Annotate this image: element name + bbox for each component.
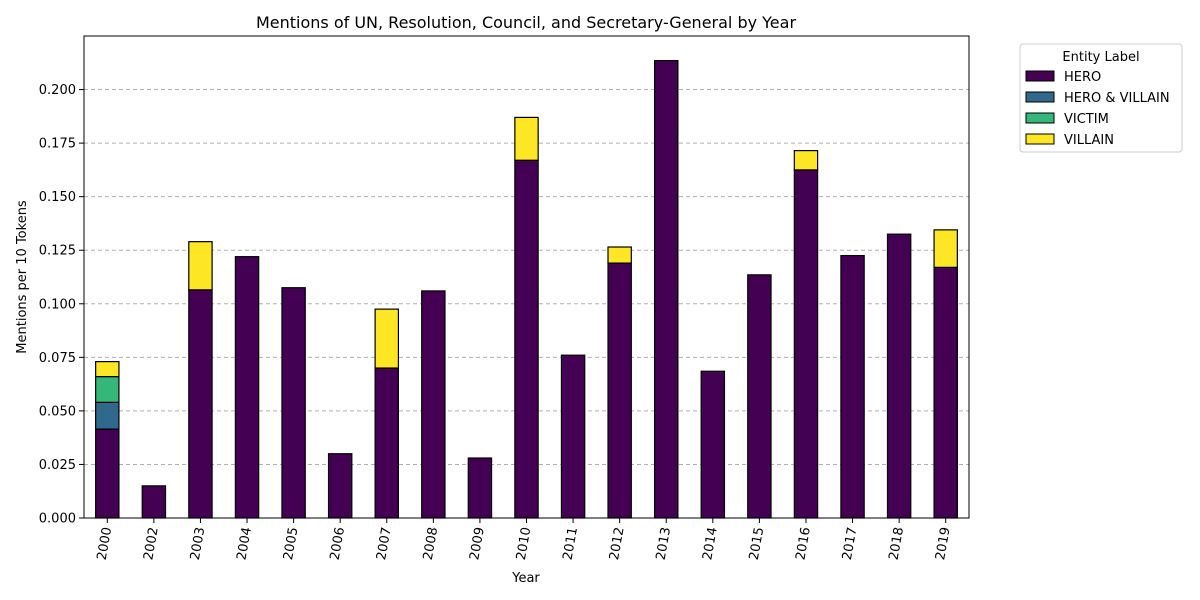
y-tick-label: 0.050 [39,404,76,419]
bar-segment-2012-villain [607,246,632,264]
y-tick-label: 0.025 [39,458,76,473]
bar-segment-2017-hero [840,254,865,519]
bar-segment-2016-villain [793,150,819,171]
y-tick-label: 0.200 [39,83,76,98]
legend-swatch [1025,70,1055,82]
x-tick-label: 2018 [887,526,908,561]
legend-entry: VICTIM [1064,112,1109,127]
x-axis-ticks: 2000 2002 2003 2004 2005 2006 2007 2008 2009 2010… [95,518,954,561]
chart-title: Mentions of UN, Resolution, Council, and… [256,13,797,32]
y-tick-label: 0.150 [39,190,76,205]
bar-segment-2003-villain [188,241,213,291]
bar-segment-2008-hero [421,290,446,519]
y-tick-label: 0.000 [39,512,76,527]
x-tick-label: 2007 [374,526,395,561]
x-tick-label: 2013 [654,526,675,561]
x-tick-label: 2012 [607,526,628,561]
x-tick-label: 2008 [421,526,442,561]
x-tick-label: 2010 [514,526,535,561]
x-tick-label: 2003 [188,526,209,561]
bar-segment-2015-hero [747,274,772,519]
x-tick-label: 2000 [95,526,116,561]
bar-segment-2003-hero [188,289,213,519]
y-axis-ticks: 0.000 0.025 0.050 0.075 0.100 0.125 0.150 0.175… [39,83,84,527]
bar-segment-2018-hero [886,233,912,519]
bar-segment-2019-hero [933,266,958,519]
x-tick-label: 2019 [933,526,954,561]
legend-entry: VILLAIN [1064,133,1114,148]
bar-segment-2009-hero [467,457,493,519]
x-tick-label: 2016 [793,526,814,561]
x-tick-label: 2017 [840,526,861,561]
bar-segment-2010-hero [514,159,539,519]
x-tick-label: 2006 [328,526,349,561]
y-tick-label: 0.175 [39,137,76,152]
legend-entry: HERO [1064,70,1101,85]
legend-swatch [1025,133,1055,145]
x-tick-label: 2005 [281,526,302,561]
y-tick-label: 0.075 [39,351,76,366]
legend-swatch [1025,91,1055,103]
bar-segment-2012-hero [607,262,632,519]
x-tick-label: 2014 [700,526,721,561]
legend: Entity Label HERO HERO & VILLAIN VICTIM VIL… [1019,43,1183,153]
legend-frame [1019,43,1183,153]
bar-segment-2016-hero [793,169,819,519]
bar-segment-2000-villain [95,361,120,378]
bars [95,60,958,519]
y-tick-label: 0.100 [39,297,76,312]
bar-segment-2014-hero [700,370,726,519]
legend-entry: HERO & VILLAIN [1064,91,1170,106]
bar-segment-2000-hero-villain [95,401,120,430]
legend-title: Entity Label [1062,50,1139,65]
legend-swatch [1025,112,1055,124]
x-tick-label: 2009 [467,526,488,561]
bar-segment-2002-hero [141,485,167,519]
x-tick-label: 2004 [234,526,255,561]
bar-segment-2007-villain [374,308,400,369]
bar-segment-2005-hero [281,287,306,519]
y-tick-label: 0.125 [39,244,76,259]
bar-segment-2000-hero [95,428,120,519]
bar-segment-2013-hero [653,60,679,519]
bar-segment-2019-villain [933,229,958,268]
x-tick-label: 2011 [560,526,581,561]
bar-segment-2004-hero [234,256,260,519]
x-tick-label: 2002 [141,526,162,561]
bar-segment-2010-villain [514,116,539,161]
bar-segment-2011-hero [560,354,586,519]
x-axis-label: Year [511,571,540,586]
bar-segment-2007-hero [374,367,400,519]
x-tick-label: 2015 [747,526,768,561]
bar-segment-2006-hero [327,453,353,519]
bar-segment-2000-victim [95,376,120,403]
y-axis-label: Mentions per 10 Tokens [15,200,30,354]
